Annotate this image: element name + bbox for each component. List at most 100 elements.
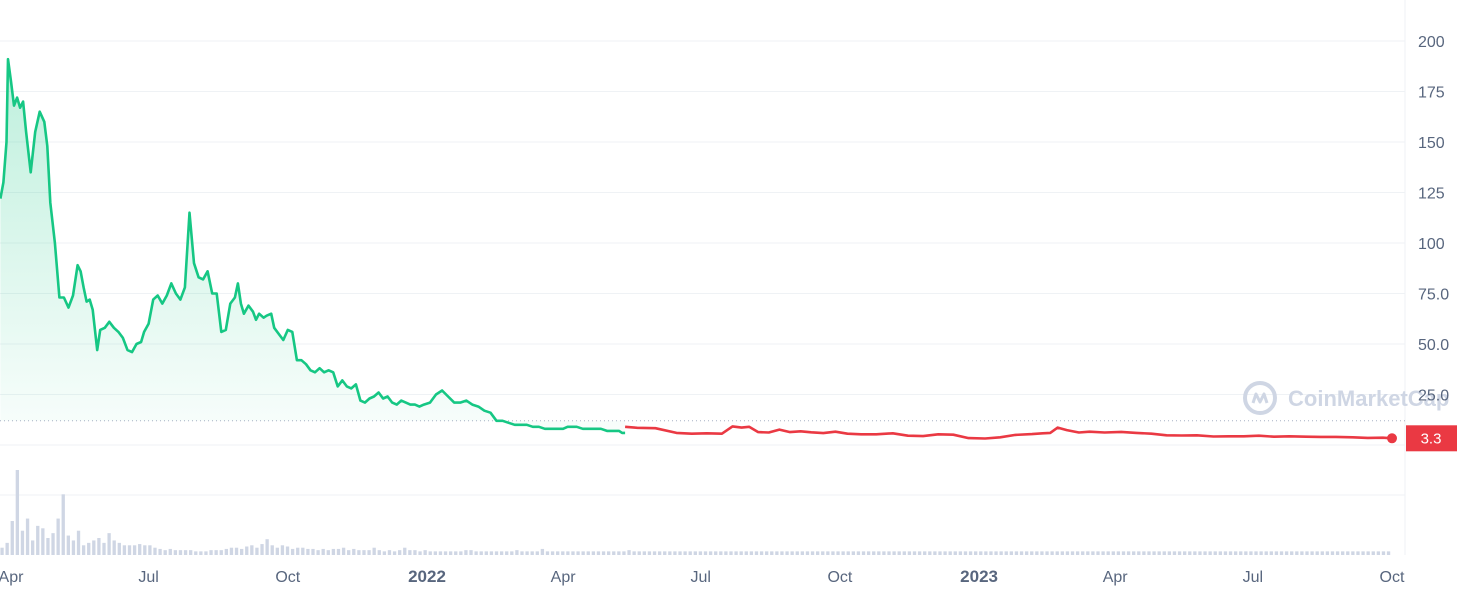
volume-bar <box>1070 551 1075 555</box>
volume-bar <box>663 551 667 555</box>
volume-bar <box>499 551 504 555</box>
volume-bar <box>673 551 677 555</box>
volume-bar <box>494 551 499 555</box>
volume-bar <box>367 550 371 555</box>
volume-bar <box>423 550 427 555</box>
volume-bar <box>1040 551 1044 555</box>
volume-bar <box>5 542 9 555</box>
current-price-tag: 3.3 <box>1387 425 1457 452</box>
volume-bar <box>316 550 320 555</box>
volume-bar <box>928 551 932 555</box>
x-tick-label: 2022 <box>408 567 446 586</box>
volume-bar <box>1376 551 1381 555</box>
volume-bar <box>1086 551 1090 555</box>
volume-bar <box>668 551 672 555</box>
volume-bar <box>556 551 560 555</box>
volume-bar <box>805 551 810 555</box>
volume-bar <box>36 525 40 555</box>
volume-bar <box>1055 551 1059 555</box>
volume-bar <box>1188 551 1192 555</box>
volume-bar <box>561 551 565 555</box>
volume-bar <box>306 548 310 555</box>
volume-bar <box>1351 551 1355 555</box>
volume-bar <box>148 545 152 555</box>
volume-bar <box>923 551 927 555</box>
volume-bar <box>443 551 448 555</box>
x-tick-label: Oct <box>827 569 852 586</box>
volume-bar <box>719 551 723 555</box>
volume-bar <box>540 548 545 555</box>
volume-bar <box>831 551 835 555</box>
volume-bar <box>459 551 463 555</box>
volume-bar <box>1218 551 1222 555</box>
volume-bar <box>586 551 590 555</box>
volume-bar <box>1019 551 1024 555</box>
volume-bar <box>484 551 488 555</box>
volume-bar <box>657 551 662 555</box>
volume-bar <box>815 551 820 555</box>
volume-bar <box>1295 551 1299 555</box>
volume-bar <box>97 538 101 555</box>
volume-bar <box>1045 551 1049 555</box>
volume-bar <box>1091 551 1095 555</box>
volume-bar <box>510 551 514 555</box>
x-tick-label: Apr <box>551 569 577 586</box>
volume-bar <box>861 551 866 555</box>
x-tick-label: Jul <box>138 569 158 586</box>
volume-bar <box>1183 551 1187 555</box>
volume-bar <box>41 528 45 555</box>
volume-bar <box>204 551 208 555</box>
volume-bar <box>224 548 229 555</box>
volume-bar <box>1244 551 1248 555</box>
volume-bar <box>1269 551 1273 555</box>
volume-bar <box>377 550 381 555</box>
volume-bar <box>897 551 901 555</box>
volume-bar <box>245 546 249 555</box>
volume-bar <box>1147 551 1151 555</box>
volume-bar <box>413 550 417 555</box>
volume-bar <box>1014 551 1019 555</box>
volume-bar <box>178 550 183 555</box>
volume-bar <box>566 551 570 555</box>
volume-bar <box>1024 551 1029 555</box>
volume-bar <box>1239 551 1243 555</box>
volume-bar <box>826 551 830 555</box>
volume-bar <box>754 551 759 555</box>
volume-bar <box>163 550 167 555</box>
volume-bar <box>581 551 585 555</box>
volume-bar <box>10 521 14 555</box>
volume-bar <box>775 551 779 555</box>
volume-bar <box>25 518 30 555</box>
volume-bar <box>117 542 121 555</box>
volume-bar <box>968 551 973 555</box>
volume-bar <box>173 550 178 555</box>
volume-bar <box>596 551 601 555</box>
volume-bar <box>1203 551 1207 555</box>
volume-bar <box>683 551 687 555</box>
volume-bar <box>647 551 652 555</box>
volume-bar <box>122 545 127 555</box>
volume-bar <box>153 547 157 555</box>
volume-bar <box>234 547 239 555</box>
volume-bar <box>612 551 616 555</box>
volume-bar <box>352 548 356 555</box>
volume-bar <box>250 545 254 555</box>
volume-bar <box>1121 551 1126 555</box>
volume-bar <box>372 547 376 555</box>
volume-bar <box>132 545 137 555</box>
volume-bars <box>0 470 1391 555</box>
volume-bar <box>1004 551 1008 555</box>
y-tick-label: 200 <box>1418 34 1445 51</box>
volume-bar <box>1330 551 1335 555</box>
volume-bar <box>1371 551 1375 555</box>
x-axis: Apr Jul Oct 2022 Apr Jul Oct 2023 Apr Jul Oct <box>0 567 1405 586</box>
volume-bar <box>301 547 305 555</box>
volume-bar <box>785 551 789 555</box>
y-tick-label: 100 <box>1418 236 1445 253</box>
volume-bar <box>341 547 346 555</box>
volume-bar <box>933 551 937 555</box>
volume-bar <box>398 550 402 555</box>
volume-bar <box>846 551 850 555</box>
volume-bar <box>841 551 845 555</box>
